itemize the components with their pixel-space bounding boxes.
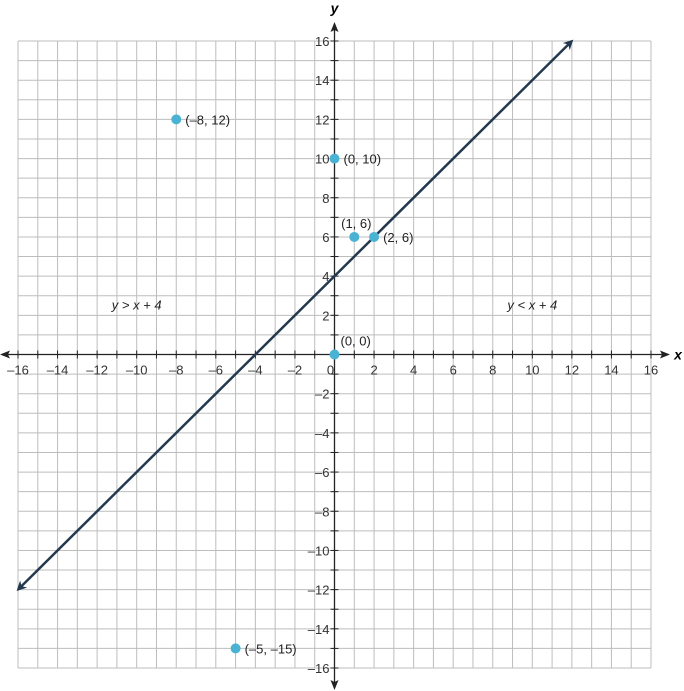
y-tick-label: –16 [308, 661, 330, 676]
x-tick-label: 10 [525, 363, 539, 378]
y-tick-label: 8 [322, 191, 329, 206]
y-tick-label: 10 [315, 152, 329, 167]
data-point [230, 643, 241, 654]
region-label: y < x + 4 [506, 297, 557, 312]
boundary-line [16, 39, 574, 592]
data-point [171, 114, 182, 125]
point-label: (–8, 12) [185, 112, 230, 127]
x-tick-label: 8 [489, 363, 496, 378]
y-tick-label: –14 [308, 622, 330, 637]
data-point [329, 349, 340, 360]
region-label: y > x + 4 [111, 297, 162, 312]
x-tick-label: –16 [7, 363, 29, 378]
x-tick-label: –2 [288, 363, 302, 378]
y-tick-label: 14 [315, 73, 329, 88]
data-point [349, 231, 360, 242]
x-tick-label: –4 [248, 363, 262, 378]
point-label: (0, 10) [344, 152, 382, 167]
point-label: (2, 6) [383, 230, 413, 245]
point-label: (0, 0) [341, 334, 371, 349]
y-tick-label: –10 [308, 543, 330, 558]
x-tick-label: 0 [327, 363, 334, 378]
point-label: (1, 6) [341, 216, 371, 231]
y-axis-label: y [330, 0, 340, 16]
x-tick-label: –10 [126, 363, 148, 378]
y-tick-label: 2 [322, 308, 329, 323]
x-tick-label: 4 [410, 363, 417, 378]
point-label: (–5, –15) [245, 641, 297, 656]
x-tick-label: 14 [604, 363, 618, 378]
data-point [369, 231, 380, 242]
x-tick-label: 2 [370, 363, 377, 378]
y-tick-label: –8 [315, 504, 329, 519]
x-tick-label: –8 [169, 363, 183, 378]
y-tick-label: 12 [315, 112, 329, 127]
y-tick-label: –4 [315, 426, 329, 441]
x-tick-label: 6 [450, 363, 457, 378]
y-tick-label: –12 [308, 583, 330, 598]
x-tick-label: 12 [565, 363, 579, 378]
x-tick-label: –14 [47, 363, 69, 378]
x-tick-label: –12 [86, 363, 108, 378]
y-tick-label: –6 [315, 465, 329, 480]
data-point [329, 153, 340, 164]
x-axis-label: x [673, 347, 683, 363]
x-tick-label: –6 [209, 363, 223, 378]
y-tick-label: 16 [315, 34, 329, 49]
y-tick-label: 6 [322, 230, 329, 245]
x-tick-label: 16 [644, 363, 658, 378]
y-tick-label: –2 [315, 387, 329, 402]
